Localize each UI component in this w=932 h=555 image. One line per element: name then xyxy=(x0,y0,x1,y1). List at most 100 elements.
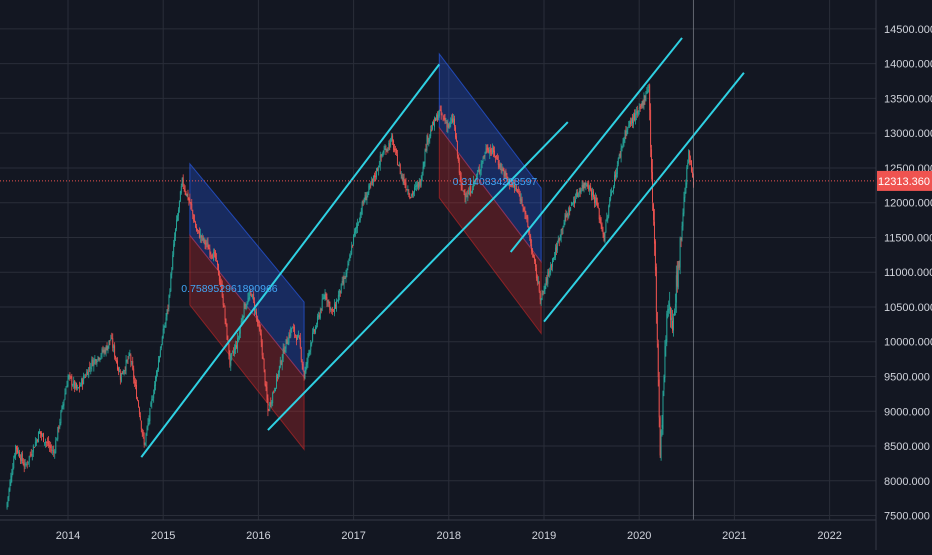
candle-body xyxy=(184,188,186,193)
candle-body xyxy=(274,390,276,391)
candle-body xyxy=(239,327,241,334)
candle-body xyxy=(514,188,516,190)
candle-body xyxy=(187,192,189,200)
candle-body xyxy=(549,271,551,274)
candle-body xyxy=(503,169,505,177)
candle-body xyxy=(168,295,170,308)
candle-body xyxy=(38,430,40,434)
candle-body xyxy=(211,255,213,257)
candle-body xyxy=(146,427,148,433)
candle-body xyxy=(261,341,263,356)
candle-body xyxy=(633,113,635,121)
candle-body xyxy=(355,227,356,233)
candle-body xyxy=(243,302,245,318)
candle-body xyxy=(637,110,639,115)
y-tick-label: 13500.000 xyxy=(884,93,932,105)
candle-body xyxy=(660,430,662,459)
candle-body xyxy=(610,194,612,200)
candle-body xyxy=(278,366,280,373)
candle-body xyxy=(167,307,169,310)
x-tick-label: 2021 xyxy=(722,530,746,542)
candle-body xyxy=(125,359,127,372)
candle-body xyxy=(175,228,177,237)
candle-body xyxy=(30,453,32,456)
candle-body xyxy=(345,273,347,279)
candle-body xyxy=(450,121,452,123)
candle-body xyxy=(606,217,608,222)
candle-body xyxy=(186,193,188,196)
channel-lower-band[interactable] xyxy=(189,233,305,451)
candle-body xyxy=(177,215,178,221)
candle-body xyxy=(523,208,525,210)
candle-body xyxy=(469,187,471,195)
candle-body xyxy=(400,174,402,176)
candle-body xyxy=(80,384,82,387)
candle-body xyxy=(192,210,194,215)
candle-body xyxy=(382,154,384,156)
trend-line[interactable] xyxy=(509,37,683,253)
candle-body xyxy=(609,199,611,207)
candle-body xyxy=(666,313,668,343)
candle-body xyxy=(82,379,84,385)
candle-body xyxy=(598,208,600,220)
candle-body xyxy=(164,323,166,328)
candle-body xyxy=(18,451,19,453)
trend-line[interactable] xyxy=(543,72,745,323)
candle-body xyxy=(177,209,179,216)
candle-body xyxy=(676,271,678,287)
candle-body xyxy=(203,238,205,241)
candle-body xyxy=(374,174,375,178)
candle-body xyxy=(198,231,200,238)
candle-body xyxy=(389,143,391,147)
candle-body xyxy=(289,333,291,336)
candle-body xyxy=(583,182,585,189)
candle-body xyxy=(535,267,537,278)
candle-body xyxy=(557,239,559,242)
candle-body xyxy=(59,421,61,428)
candle-body xyxy=(76,383,78,389)
candle-body xyxy=(194,219,196,223)
candle-body xyxy=(66,385,68,388)
candle-body xyxy=(588,186,590,191)
candle-body xyxy=(570,207,572,211)
candle-body xyxy=(188,198,190,201)
candle-body xyxy=(13,459,15,469)
candle-body xyxy=(586,183,588,187)
candle-body xyxy=(635,111,637,115)
channel-annotation: 0.758952961890966 xyxy=(181,283,278,295)
regression-channels[interactable] xyxy=(189,52,542,451)
candle-body xyxy=(139,415,141,420)
candle-body xyxy=(316,316,318,325)
candle-body xyxy=(172,254,174,270)
candle-body xyxy=(505,171,507,175)
candle-body xyxy=(285,339,287,349)
candle-body xyxy=(75,383,77,388)
candle-body xyxy=(19,457,21,461)
candle-body xyxy=(281,359,283,366)
trend-lines[interactable] xyxy=(140,37,745,458)
candle-body xyxy=(575,191,577,198)
channel-lower-band[interactable] xyxy=(438,126,542,335)
candle-body xyxy=(634,113,636,121)
trend-line[interactable] xyxy=(140,63,441,458)
trend-line[interactable] xyxy=(267,121,569,431)
candle-body xyxy=(521,198,523,204)
candle-body xyxy=(683,197,685,214)
candle-body xyxy=(64,393,66,400)
candle-body xyxy=(301,360,303,365)
candle-body xyxy=(124,370,126,371)
candle-body xyxy=(459,171,461,178)
candle-body xyxy=(212,257,214,259)
candle-body xyxy=(123,370,125,373)
candle-body xyxy=(8,489,10,497)
candle-body xyxy=(539,292,541,300)
candle-body xyxy=(94,358,96,361)
candle-body xyxy=(361,202,363,215)
candle-body xyxy=(490,148,492,153)
candle-body xyxy=(100,355,102,358)
candle-body xyxy=(352,244,354,246)
candle-body xyxy=(534,257,535,262)
candle-body xyxy=(343,277,345,284)
